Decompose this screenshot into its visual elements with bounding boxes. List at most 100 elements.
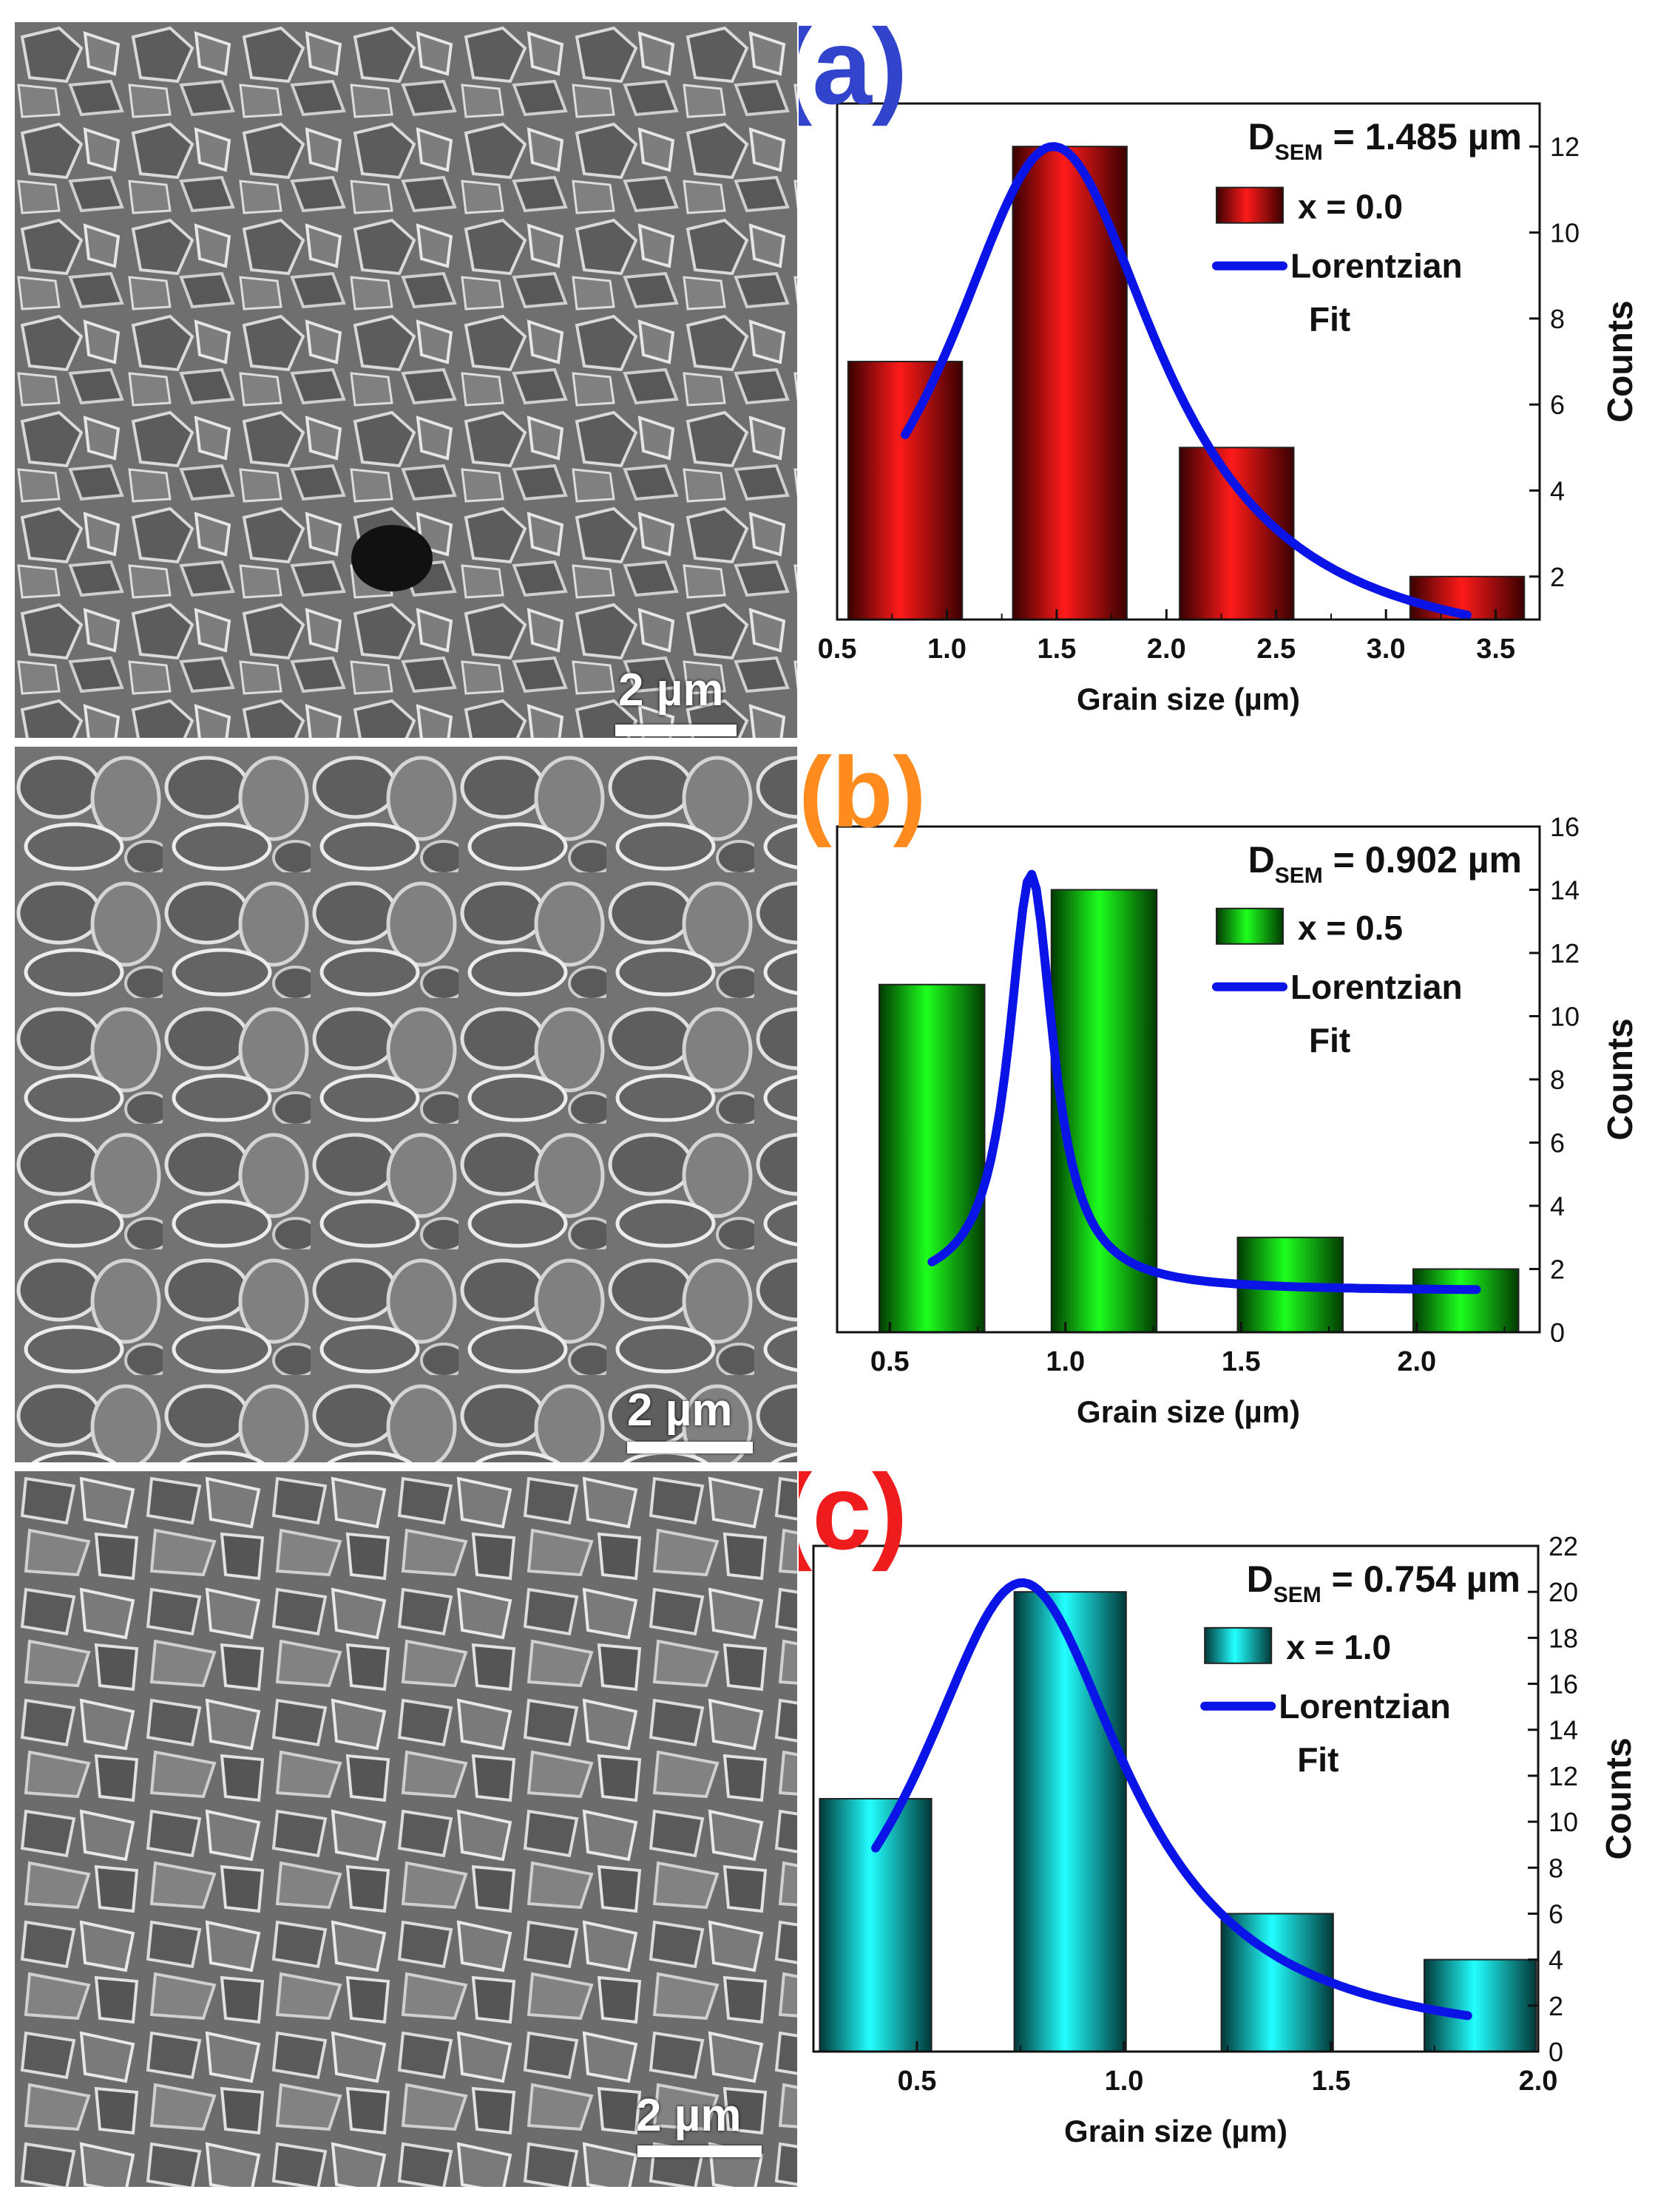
scale-bar-b xyxy=(627,1442,753,1453)
y-tick-label: 4 xyxy=(1550,1191,1565,1221)
legend-fit-label: Lorentzian xyxy=(1290,247,1463,285)
legend-fit-label: Lorentzian xyxy=(1290,968,1463,1006)
dsem-annotation: DSEM = 0.902 µm xyxy=(1248,839,1522,888)
y-tick-label: 18 xyxy=(1549,1623,1578,1653)
dsem-subscript: SEM xyxy=(1275,140,1323,165)
legend-sample-label: x = 0.0 xyxy=(1298,188,1403,226)
y-tick-label: 2 xyxy=(1550,1255,1565,1285)
panel-label: (b) xyxy=(799,739,926,848)
y-tick-label: 6 xyxy=(1550,1128,1565,1158)
x-tick-label: 2.0 xyxy=(1519,2066,1558,2097)
x-tick-label: 2.5 xyxy=(1256,634,1296,665)
y-tick-label: 20 xyxy=(1549,1577,1578,1607)
x-tick-label: 1.5 xyxy=(1037,634,1076,665)
sem-image-b: 2 µm xyxy=(15,747,797,1462)
legend-fit-label-line2: Fit xyxy=(1309,300,1350,339)
x-tick-label: 1.5 xyxy=(1312,2066,1351,2097)
y-tick-label: 8 xyxy=(1550,1065,1565,1095)
y-tick-label: 10 xyxy=(1550,1002,1580,1032)
y-tick-label: 16 xyxy=(1549,1669,1578,1700)
y-tick-label: 12 xyxy=(1550,938,1580,968)
y-tick-label: 0 xyxy=(1550,1317,1565,1348)
bar-1 xyxy=(879,983,986,1333)
x-tick-label: 3.0 xyxy=(1367,634,1406,665)
x-axis-label: Grain size (µm) xyxy=(1064,2114,1287,2148)
scale-bar-label-b: 2 µm xyxy=(627,1385,733,1436)
dsem-value: = 0.902 µm xyxy=(1323,839,1522,881)
grain-size-chart-a: 0.5 1.0 1.5 2.0 2.5 3.0 3.5 2 4 6 8 10 12 Grain size … xyxy=(799,7,1640,716)
dsem-annotation: DSEM = 1.485 µm xyxy=(1248,116,1522,165)
bar-4 xyxy=(1424,1958,1537,2052)
scale-bar-a xyxy=(615,725,737,736)
x-tick-label: 2.0 xyxy=(1147,634,1186,665)
x-tick-label: 0.5 xyxy=(870,1346,910,1377)
bar-2 xyxy=(1013,1591,1127,2052)
bar-2 xyxy=(1050,889,1158,1333)
legend-fit-label-line2: Fit xyxy=(1309,1021,1350,1059)
legend-sample-label: x = 1.0 xyxy=(1286,1628,1391,1666)
y-tick-label: 2 xyxy=(1549,1991,1563,2021)
y-tick-label: 2 xyxy=(1550,562,1565,592)
x-tick-label: 1.0 xyxy=(927,634,967,665)
x-tick-label: 1.5 xyxy=(1222,1346,1261,1377)
y-tick-label: 16 xyxy=(1550,812,1580,842)
y-tick-label: 14 xyxy=(1549,1715,1578,1745)
y-tick-label: 0 xyxy=(1549,2037,1563,2067)
y-tick-label: 6 xyxy=(1549,1899,1563,1929)
dsem-value: = 0.754 µm xyxy=(1321,1558,1520,1600)
bar-3 xyxy=(1179,447,1295,620)
legend-swatch-bar xyxy=(1216,907,1284,945)
dsem-prefix: D xyxy=(1248,839,1275,881)
plot-frame xyxy=(812,1544,1540,2053)
lorentzian-fit-curve xyxy=(927,869,1481,1295)
bar-1 xyxy=(819,1798,933,2052)
plot-frame xyxy=(836,102,1541,621)
y-tick-label: 12 xyxy=(1550,132,1580,162)
x-axis-label: Grain size (µm) xyxy=(1077,682,1300,716)
y-axis-label: Counts xyxy=(1601,1018,1640,1140)
x-tick-label: 3.5 xyxy=(1476,634,1515,665)
grain-size-chart-c: 0.5 1.0 1.5 2.00 2 4 6 8 10 12 14 16 18 20 22 Grain siz… xyxy=(799,1468,1639,2148)
sem-texture-b xyxy=(15,747,797,1462)
legend-fit-label-line2: Fit xyxy=(1297,1740,1338,1779)
legend-swatch-bar xyxy=(1204,1626,1273,1664)
sem-texture-a xyxy=(15,22,797,738)
y-tick-label: 8 xyxy=(1549,1853,1563,1883)
y-tick-label: 4 xyxy=(1549,1945,1563,1975)
y-tick-label: 8 xyxy=(1550,304,1565,334)
legend-sample-label: x = 0.5 xyxy=(1298,909,1403,947)
x-axis-label: Grain size (µm) xyxy=(1077,1394,1300,1429)
y-axis-label: Counts xyxy=(1600,1737,1639,1859)
x-tick-label: 0.5 xyxy=(898,2066,937,2097)
dsem-subscript: SEM xyxy=(1275,864,1323,888)
bar-1 xyxy=(847,361,964,620)
y-tick-label: 10 xyxy=(1549,1807,1578,1837)
y-tick-label: 6 xyxy=(1550,390,1565,420)
sem-pore xyxy=(351,525,433,591)
legend-swatch-bar xyxy=(1216,186,1284,224)
y-tick-label: 10 xyxy=(1550,218,1580,248)
scale-bar-label-a: 2 µm xyxy=(618,665,724,716)
scale-bar-c xyxy=(637,2145,762,2157)
dsem-prefix: D xyxy=(1248,116,1275,157)
y-tick-label: 14 xyxy=(1550,875,1580,906)
y-tick-label: 12 xyxy=(1549,1761,1578,1791)
y-tick-label: 4 xyxy=(1550,476,1565,506)
x-tick-label: 1.0 xyxy=(1105,2066,1144,2097)
bar-4 xyxy=(1412,1268,1520,1333)
y-tick-label: 22 xyxy=(1549,1531,1578,1561)
panel-label: (a) xyxy=(799,7,907,126)
bar-3 xyxy=(1220,1913,1334,2052)
x-tick-label: 2.0 xyxy=(1397,1346,1436,1377)
lorentzian-fit-curve xyxy=(901,142,1472,620)
panel-label: (c) xyxy=(799,1468,907,1572)
sem-texture-c xyxy=(15,1471,797,2187)
dsem-annotation: DSEM = 0.754 µm xyxy=(1247,1558,1520,1607)
y-axis-label: Counts xyxy=(1601,300,1640,422)
x-tick-label: 1.0 xyxy=(1046,1346,1085,1377)
sem-image-c: 2 µm xyxy=(15,1471,797,2187)
dsem-value: = 1.485 µm xyxy=(1323,116,1522,157)
dsem-prefix: D xyxy=(1247,1558,1273,1600)
lorentzian-fit-curve xyxy=(871,1578,1472,2021)
dsem-subscript: SEM xyxy=(1273,1583,1321,1607)
